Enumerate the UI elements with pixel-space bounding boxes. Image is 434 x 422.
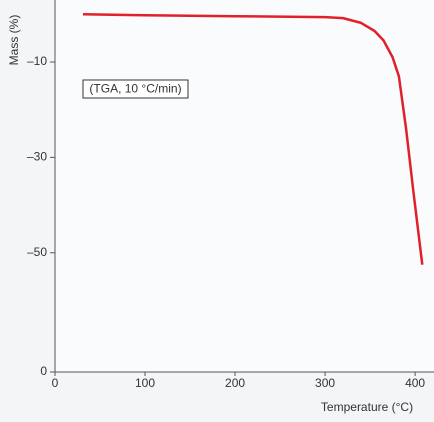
x-axis-label: Temperature (°C) (321, 400, 413, 414)
y-tick-label: –10 (27, 54, 47, 68)
x-tick-label: 0 (52, 376, 59, 390)
data-line (82, 13, 424, 265)
y-tick-label: –30 (27, 150, 47, 164)
x-tick-label: 300 (315, 376, 335, 390)
y-axis-label: Mass (%) (7, 15, 21, 66)
annotation: (TGA, 10 °C/min) (89, 82, 181, 96)
y-tick-label: –50 (27, 245, 47, 259)
x-tick-label: 200 (225, 376, 245, 390)
x-tick-label: 400 (405, 376, 425, 390)
x-tick-label: 100 (135, 376, 155, 390)
plot-area (55, 0, 434, 372)
y-tick-label: 0 (40, 364, 47, 378)
annotation-box (82, 79, 189, 99)
